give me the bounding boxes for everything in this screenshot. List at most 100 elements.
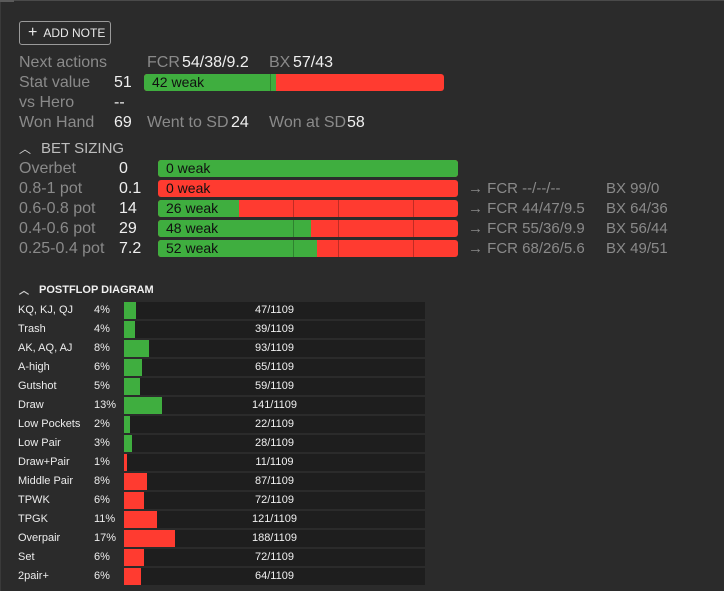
fcr-value: 54/38/9.2 (182, 54, 249, 71)
postflop-row: Trash 4% 39/1109 (18, 321, 425, 338)
postflop-row-pct: 6% (94, 570, 110, 582)
postflop-row-fill (124, 359, 142, 376)
postflop-row: Overpair 17% 188/1109 (18, 530, 425, 547)
postflop-row-pct: 3% (94, 437, 110, 449)
postflop-row-name: 2pair+ (18, 570, 49, 582)
bet-bar-text: 48 weak (166, 220, 219, 236)
bet-size-label: 0.25-0.4 pot (19, 240, 105, 257)
bet-size-fcr: → FCR 44/47/9.5 (468, 200, 585, 217)
postflop-row: Set 6% 72/1109 (18, 549, 425, 566)
postflop-row-track: 65/1109 (124, 359, 425, 376)
postflop-title: POSTFLOP DIAGRAM (39, 283, 154, 296)
won-sd-label: Won at SD (269, 114, 347, 131)
bx-label: BX (269, 54, 291, 71)
bar-segment (338, 240, 339, 257)
bet-bar-green (158, 220, 311, 237)
bet-size-value: 0.1 (119, 180, 142, 197)
postflop-row-pct: 2% (94, 418, 110, 430)
fcr-label: FCR (147, 54, 180, 71)
chevron-up-icon: ︿ (19, 286, 29, 297)
bet-sizing-header[interactable]: ︿ BET SIZING (19, 140, 124, 157)
postflop-row: Draw+Pair 1% 11/1109 (18, 454, 425, 471)
bar-segment (338, 220, 339, 237)
postflop-row: TPGK 11% 121/1109 (18, 511, 425, 528)
postflop-row-pct: 1% (94, 456, 110, 468)
postflop-row-fill (124, 378, 140, 395)
bet-size-fcr: → FCR 55/36/9.9 (468, 220, 585, 237)
postflop-row-track: 93/1109 (124, 340, 425, 357)
postflop-row-count: 65/1109 (255, 361, 294, 373)
bar-segment (293, 220, 294, 237)
postflop-row-fill (124, 435, 132, 452)
postflop-row-name: TPGK (18, 513, 48, 525)
postflop-row: Gutshot 5% 59/1109 (18, 378, 425, 395)
postflop-row-track: 22/1109 (124, 416, 425, 433)
postflop-row-fill (124, 530, 175, 547)
won-sd-value: 58 (347, 114, 365, 131)
bet-sizing-title: BET SIZING (41, 140, 125, 157)
plus-icon: + (28, 24, 38, 41)
postflop-row-track: 87/1109 (124, 473, 425, 490)
postflop-row-fill (124, 321, 135, 338)
postflop-row-pct: 6% (94, 361, 110, 373)
postflop-row-count: 47/1109 (255, 304, 294, 316)
postflop-row-track: 72/1109 (124, 492, 425, 509)
bar-segment (338, 200, 339, 217)
bet-size-bar: 0 weak (158, 160, 458, 177)
postflop-row-fill (124, 416, 130, 433)
postflop-row: KQ, KJ, QJ 4% 47/1109 (18, 302, 425, 319)
add-note-button[interactable]: + ADD NOTE (19, 21, 111, 45)
vs-hero-label: vs Hero (19, 94, 75, 111)
won-hand-label: Won Hand (19, 114, 95, 131)
postflop-row-track: 64/1109 (124, 568, 425, 585)
postflop-row-name: AK, AQ, AJ (18, 342, 73, 354)
bar-segment (293, 240, 294, 257)
bet-bar-green (158, 200, 239, 217)
postflop-row-count: 11/1109 (255, 456, 294, 468)
postflop-row-count: 22/1109 (255, 418, 294, 430)
postflop-row-name: A-high (18, 361, 50, 373)
postflop-row-name: Overpair (18, 532, 61, 544)
postflop-row-fill (124, 568, 141, 585)
bet-size-fcr: → FCR --/--/-- (468, 180, 561, 197)
bet-size-label: 0.6-0.8 pot (19, 200, 96, 217)
bet-size-fcr: → FCR 68/26/5.6 (468, 240, 585, 257)
postflop-row: A-high 6% 65/1109 (18, 359, 425, 376)
bet-size-label: 0.8-1 pot (19, 180, 83, 197)
postflop-row-count: 28/1109 (255, 437, 294, 449)
postflop-row-track: 59/1109 (124, 378, 425, 395)
postflop-row-count: 64/1109 (255, 570, 294, 582)
bar-segment (270, 74, 271, 91)
vs-hero-value: -- (114, 94, 125, 111)
chevron-up-icon: ︿ (19, 142, 32, 156)
postflop-row-pct: 8% (94, 342, 110, 354)
postflop-row-count: 39/1109 (255, 323, 294, 335)
bet-size-bar: 26 weak (158, 200, 458, 217)
postflop-row-pct: 6% (94, 494, 110, 506)
went-sd-value: 24 (231, 114, 249, 131)
postflop-row-fill (124, 549, 144, 566)
postflop-row-pct: 17% (94, 532, 117, 544)
postflop-row-name: Low Pockets (18, 418, 81, 430)
postflop-row-pct: 11% (94, 513, 116, 525)
postflop-row: Draw 13% 141/1109 (18, 397, 425, 414)
bet-size-label: 0.4-0.6 pot (19, 220, 96, 237)
went-sd-label: Went to SD (147, 114, 229, 131)
postflop-row-count: 72/1109 (255, 494, 294, 506)
postflop-row-fill (124, 511, 157, 528)
bet-size-value: 29 (119, 220, 137, 237)
bet-size-bar: 52 weak (158, 240, 458, 257)
bar-segment (293, 200, 294, 217)
postflop-header[interactable]: ︿ POSTFLOP DIAGRAM (19, 282, 154, 298)
bet-size-value: 0 (119, 160, 128, 177)
bet-bar-text: 26 weak (166, 200, 219, 216)
postflop-row-fill (124, 492, 144, 509)
postflop-row-name: Middle Pair (18, 475, 74, 487)
stat-value: 51 (114, 74, 132, 91)
postflop-row: 2pair+ 6% 64/1109 (18, 568, 425, 585)
bet-size-bar: 0 weak (158, 180, 458, 197)
postflop-row-count: 141/1109 (251, 399, 298, 411)
postflop-row-track: 28/1109 (124, 435, 425, 452)
bet-bar-green (158, 240, 317, 257)
postflop-row-count: 93/1109 (255, 342, 294, 354)
